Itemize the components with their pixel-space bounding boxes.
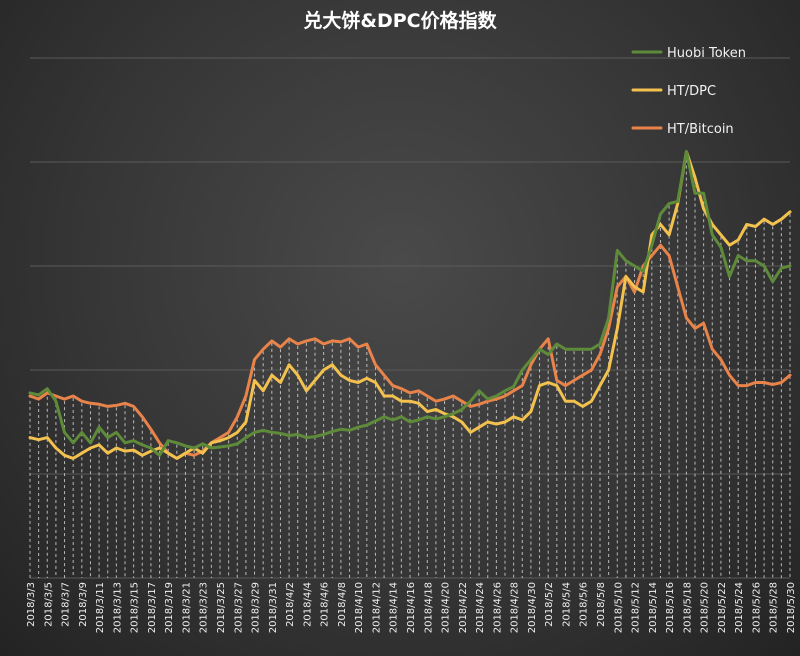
x-tick-label: 2018/4/12 [371,582,382,633]
legend: Huobi Token HT/DPC HT/Bitcoin [631,46,746,137]
x-tick-label: 2018/4/10 [354,582,365,633]
series-lines [28,150,792,460]
x-tick-label: 2018/4/8 [337,582,348,627]
x-tick-label: 2018/4/30 [527,582,538,633]
x-tick-label: 2018/5/18 [682,582,693,633]
x-tick-label: 2018/4/2 [285,582,296,627]
x-tick-label: 2018/4/22 [458,582,469,633]
x-tick-label: 2018/4/26 [492,582,503,633]
x-tick-label: 2018/3/9 [78,582,89,627]
x-tick-label: 2018/3/25 [216,582,227,633]
x-tick-label: 2018/5/12 [631,582,642,633]
x-tick-label: 2018/4/16 [406,582,417,633]
x-tick-label: 2018/5/10 [613,582,624,633]
x-tick-label: 2018/3/11 [95,582,106,633]
x-tick-label: 2018/5/20 [700,582,711,633]
x-tick-label: 2018/3/21 [181,582,192,633]
x-tick-label: 2018/5/14 [648,582,659,633]
x-tick-label: 2018/3/17 [147,582,158,633]
x-tick-label: 2018/3/27 [233,582,244,633]
x-tick-label: 2018/3/15 [130,582,141,633]
grid [29,57,791,579]
x-tick-label: 2018/3/5 [43,582,54,627]
x-tick-label: 2018/4/28 [510,582,521,633]
x-tick-label: 2018/5/28 [769,582,780,633]
legend-label: Huobi Token [667,46,746,61]
series-line-ht-dpc [28,150,792,460]
legend-label: HT/Bitcoin [667,122,734,137]
x-tick-label: 2018/4/24 [475,582,486,633]
x-tick-label: 2018/5/2 [544,582,555,627]
x-tick-label: 2018/4/4 [302,582,313,627]
series-line-ht-bitcoin [28,243,792,460]
x-tick-label: 2018/3/23 [199,582,210,633]
x-tick-label: 2018/5/22 [717,582,728,633]
x-tick-label: 2018/3/3 [26,582,37,627]
x-tick-label: 2018/3/31 [268,582,279,633]
x-axis-ticks: 2018/3/3 2018/3/5 2018/3/7 2018/3/9 2018/3/1… [26,582,797,633]
x-tick-label: 2018/3/29 [251,582,262,633]
x-tick-label: 2018/5/16 [665,582,676,633]
x-tick-label: 2018/5/4 [561,582,572,627]
chart-title: 兑大饼&DPC价格指数 [303,10,497,32]
x-tick-label: 2018/4/20 [441,582,452,633]
x-tick-label: 2018/5/26 [751,582,762,633]
x-tick-label: 2018/5/30 [786,582,797,633]
x-tick-label: 2018/3/13 [112,582,123,633]
x-tick-label: 2018/4/18 [423,582,434,633]
x-tick-label: 2018/4/6 [320,582,331,627]
legend-label: HT/DPC [667,84,716,99]
series-line-huobi-token [28,150,792,457]
x-tick-label: 2018/3/19 [164,582,175,633]
x-tick-label: 2018/3/7 [61,582,72,627]
x-tick-label: 2018/5/8 [596,582,607,627]
x-tick-label: 2018/4/14 [389,582,400,633]
x-tick-label: 2018/5/6 [579,582,590,627]
x-tick-label: 2018/5/24 [734,582,745,633]
